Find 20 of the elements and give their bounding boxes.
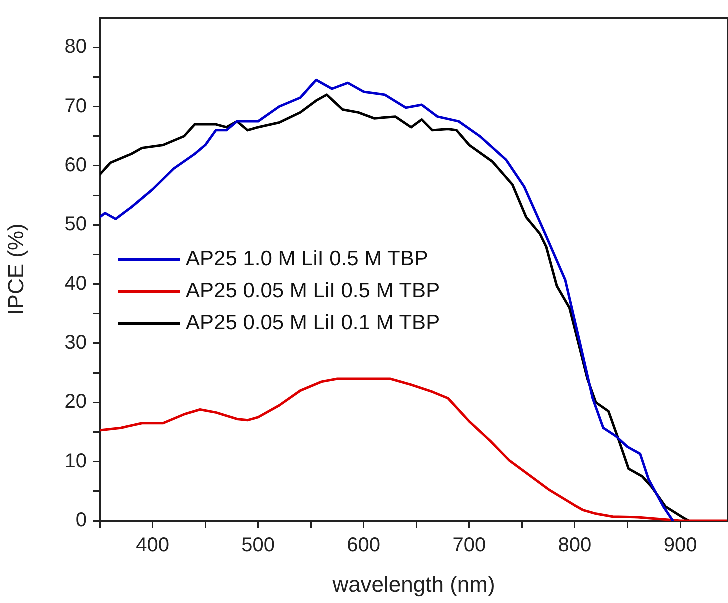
- legend-label: AP25 1.0 M LiI 0.5 M TBP: [186, 247, 428, 270]
- x-tick-label: 600: [347, 534, 381, 557]
- y-tick-label: 40: [64, 272, 87, 295]
- y-tick-label: 30: [64, 332, 87, 354]
- x-tick-label: 500: [242, 534, 276, 557]
- x-tick-label: 700: [452, 534, 486, 557]
- y-tick-label: 50: [64, 214, 87, 236]
- y-tick-label: 20: [64, 391, 87, 414]
- x-tick-label: 800: [558, 534, 592, 557]
- x-axis-title: wavelength (nm): [332, 572, 496, 597]
- y-tick-label: 0: [76, 510, 87, 532]
- y-tick-label: 70: [64, 95, 87, 118]
- legend-label: AP25 0.05 M LiI 0.5 M TBP: [186, 279, 440, 302]
- x-tick-label: 900: [664, 534, 698, 557]
- y-tick-label: 10: [64, 450, 87, 472]
- legend-label: AP25 0.05 M LiI 0.1 M TBP: [186, 311, 440, 334]
- y-axis-title: IPCE (%): [3, 224, 28, 316]
- y-tick-label: 60: [64, 154, 87, 176]
- x-tick-label: 400: [136, 534, 170, 557]
- y-tick-label: 80: [64, 36, 87, 58]
